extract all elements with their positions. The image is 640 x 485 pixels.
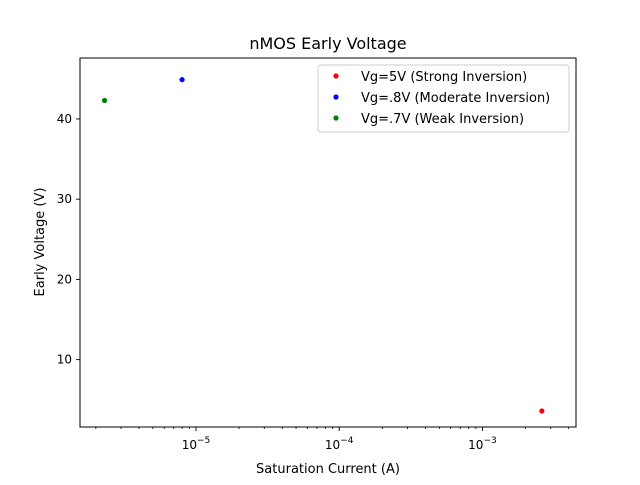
- y-tick-label: 30: [57, 192, 72, 206]
- x-tick-label: 10−3: [468, 436, 497, 452]
- y-axis-label: Early Voltage (V): [33, 188, 48, 297]
- legend-label: Vg=.8V (Moderate Inversion): [361, 91, 550, 106]
- axes-frame: [79, 57, 577, 428]
- data-point: [101, 97, 108, 104]
- y-tick-label: 20: [57, 272, 72, 286]
- chart-title: nMOS Early Voltage: [249, 34, 406, 53]
- legend-marker: [333, 94, 339, 100]
- legend-box: [317, 64, 570, 133]
- legend-label: Vg=.7V (Weak Inversion): [361, 112, 524, 127]
- legend-marker: [333, 73, 339, 79]
- x-tick-label: 10−4: [325, 436, 354, 452]
- x-axis-label: Saturation Current (A): [256, 462, 400, 477]
- x-tick-label: 10−5: [182, 436, 211, 452]
- y-tick-label: 40: [57, 112, 72, 126]
- legend-marker: [333, 115, 339, 121]
- y-tick-label: 10: [57, 353, 72, 367]
- legend: Vg=5V (Strong Inversion) Vg=.8V (Moderate…: [317, 64, 570, 133]
- data-point: [179, 77, 185, 83]
- legend-label: Vg=5V (Strong Inversion): [361, 70, 527, 85]
- data-point: [539, 408, 545, 414]
- plot-area: 10−5 10−4 10−3 10 20 30 40 Vg=5V (Strong Invers…: [57, 57, 577, 452]
